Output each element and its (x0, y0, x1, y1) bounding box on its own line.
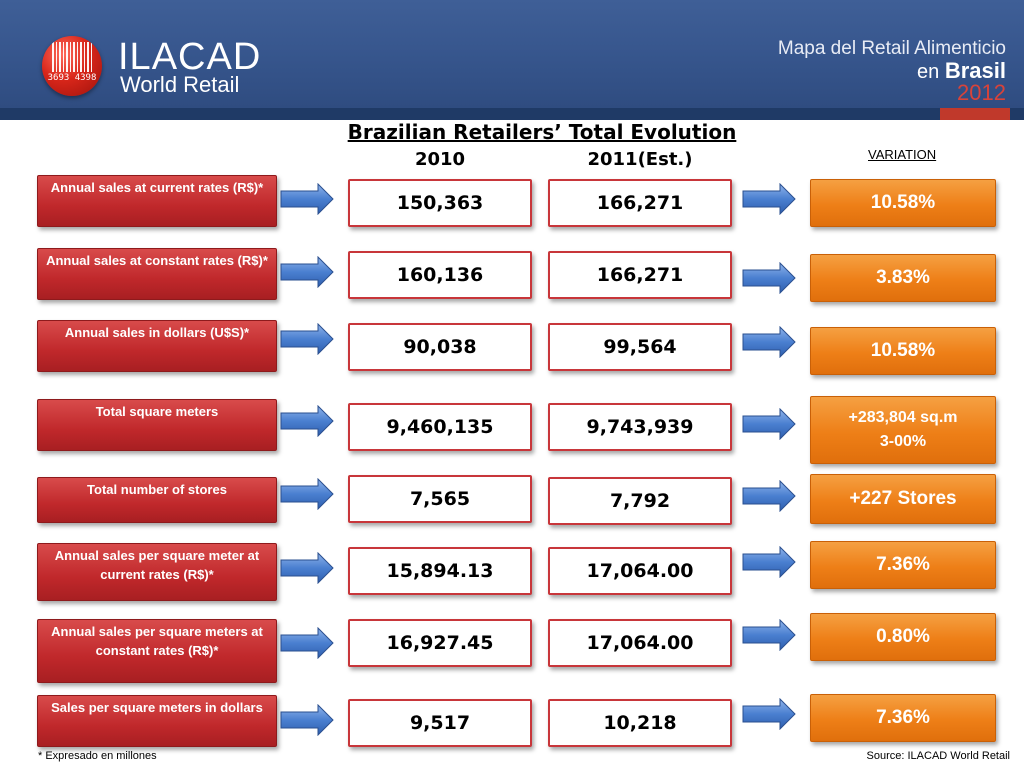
value-2011-sales-current: 166,271 (548, 179, 732, 227)
value-2011-sales-sqm-current: 17,064.00 (548, 547, 732, 595)
column-header-2010: 2010 (414, 149, 466, 170)
value-2010-square-meters: 9,460,135 (348, 403, 532, 451)
header-en: en (917, 61, 940, 83)
logo-title: ILACAD (118, 36, 262, 78)
row-label-sales-sqm-constant: Annual sales per square meters at consta… (37, 619, 277, 683)
variation-sales-sqm-dollars: 7.36% (810, 694, 996, 742)
row-label-sales-sqm-dollars: Sales per square meters in dollars (37, 695, 277, 747)
arrow-right-icon (742, 480, 796, 512)
logo-subtitle: World Retail (120, 72, 240, 97)
variation-sales-current: 10.58% (810, 179, 996, 227)
header-right-line2: en Brasil (917, 58, 1006, 84)
arrow-right-icon (280, 256, 334, 288)
variation-square-meters-line2: 3-00% (879, 433, 927, 450)
value-2010-stores: 7,565 (348, 475, 532, 523)
footnote: * Expresado en millones (38, 750, 157, 762)
value-2011-sales-sqm-dollars: 10,218 (548, 699, 732, 747)
arrow-right-icon (742, 262, 796, 294)
value-2010-sales-sqm-current: 15,894.13 (348, 547, 532, 595)
header-right-line1: Mapa del Retail Alimenticio (777, 38, 1006, 59)
row-label-sales-constant: Annual sales at constant rates (R$)* (37, 248, 277, 300)
page-title: Brazilian Retailers’ Total Evolution (0, 120, 1024, 144)
arrow-right-icon (742, 546, 796, 578)
arrow-right-icon (742, 408, 796, 440)
value-2010-sales-dollars: 90,038 (348, 323, 532, 371)
arrow-right-icon (742, 183, 796, 215)
header-brasil: Brasil (944, 58, 1006, 83)
arrow-right-icon (280, 552, 334, 584)
variation-sales-dollars: 10.58% (810, 327, 996, 375)
header-banner: 3693 4398 ILACAD World Retail Mapa del R… (0, 0, 1024, 108)
variation-sales-constant: 3.83% (810, 254, 996, 302)
variation-square-meters: +283,804 sq.m 3-00% (810, 396, 996, 464)
row-label-sales-dollars: Annual sales in dollars (U$S)* (37, 320, 277, 372)
source-note: Source: ILACAD World Retail (866, 750, 1010, 762)
value-2010-sales-sqm-dollars: 9,517 (348, 699, 532, 747)
value-2011-sales-dollars: 99,564 (548, 323, 732, 371)
value-2010-sales-constant: 160,136 (348, 251, 532, 299)
arrow-right-icon (280, 704, 334, 736)
logo-digits: 3693 4398 (47, 73, 97, 83)
barcode-icon (52, 42, 92, 72)
column-header-2011: 2011(Est.) (587, 149, 693, 170)
value-2011-square-meters: 9,743,939 (548, 403, 732, 451)
arrow-right-icon (280, 323, 334, 355)
row-label-sales-current: Annual sales at current rates (R$)* (37, 175, 277, 227)
arrow-right-icon (280, 627, 334, 659)
ilacad-logo: 3693 4398 (42, 36, 102, 96)
row-label-stores: Total number of stores (37, 477, 277, 523)
variation-stores: +227 Stores (810, 474, 996, 524)
column-header-variation: VARIATION (868, 147, 937, 162)
row-label-sales-sqm-current: Annual sales per square meter at current… (37, 543, 277, 601)
arrow-right-icon (280, 405, 334, 437)
value-2010-sales-sqm-constant: 16,927.45 (348, 619, 532, 667)
value-2011-sales-sqm-constant: 17,064.00 (548, 619, 732, 667)
row-label-square-meters: Total square meters (37, 399, 277, 451)
value-2010-sales-current: 150,363 (348, 179, 532, 227)
arrow-right-icon (280, 183, 334, 215)
arrow-right-icon (742, 326, 796, 358)
arrow-right-icon (742, 698, 796, 730)
header-divider (0, 108, 1024, 120)
variation-sales-sqm-current: 7.36% (810, 541, 996, 589)
header-accent-bar (940, 108, 1010, 120)
page-title-text: Brazilian Retailers’ Total Evolution (347, 120, 737, 144)
value-2011-sales-constant: 166,271 (548, 251, 732, 299)
arrow-right-icon (742, 619, 796, 651)
header-year: 2012 (957, 80, 1006, 105)
value-2011-stores: 7,792 (548, 477, 732, 525)
arrow-right-icon (280, 478, 334, 510)
variation-sales-sqm-constant: 0.80% (810, 613, 996, 661)
variation-square-meters-line1: +283,804 sq.m (848, 409, 958, 426)
